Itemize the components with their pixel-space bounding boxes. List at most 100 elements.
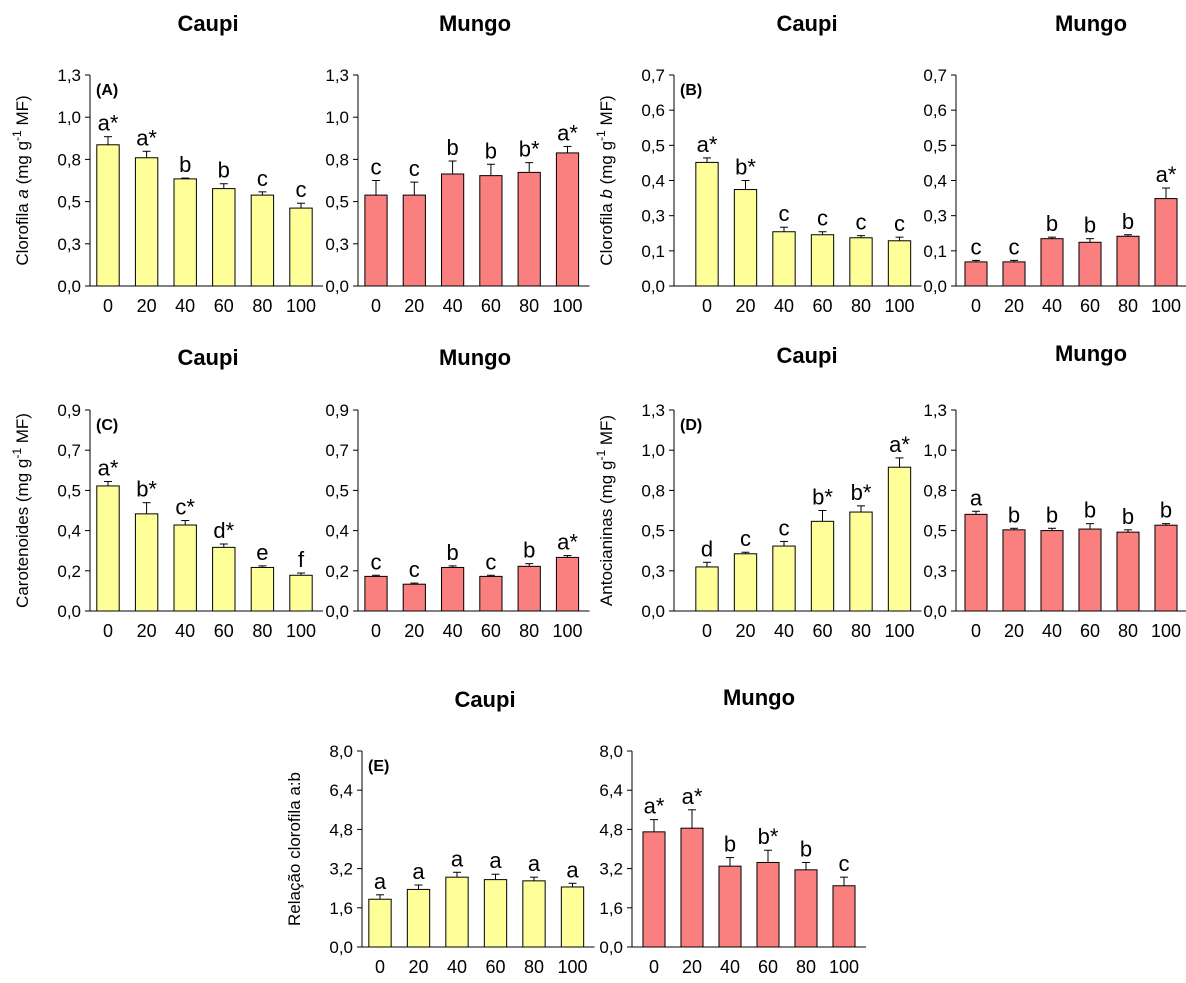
y-tick-label: 0,5 bbox=[325, 481, 349, 500]
y-tick-label: 0,1 bbox=[641, 242, 665, 261]
bar-letter: c bbox=[779, 515, 790, 540]
x-tick-label: 80 bbox=[252, 621, 272, 641]
bar-letter: b* bbox=[851, 480, 872, 505]
x-tick-label: 40 bbox=[447, 957, 467, 977]
bar bbox=[1116, 235, 1140, 287]
bar-letter: a* bbox=[1156, 162, 1177, 187]
panel-label: (B) bbox=[680, 82, 702, 99]
panel-5: Mungo 0,0 0,2 0,4 0,5 0,7 0,9 c 0 c 20 b 40 c 60 b 80 a* 1… bbox=[325, 345, 590, 641]
bar bbox=[483, 879, 508, 948]
y-tick-label: 0,5 bbox=[641, 136, 665, 155]
x-tick-label: 40 bbox=[443, 296, 463, 316]
bar-letter: c bbox=[1009, 234, 1020, 259]
x-tick-label: 100 bbox=[1151, 296, 1181, 316]
y-tick-label: 1,0 bbox=[325, 108, 349, 127]
bar bbox=[368, 898, 392, 948]
panel-label: (A) bbox=[96, 82, 118, 99]
x-tick-label: 80 bbox=[1118, 296, 1138, 316]
bar-letter: c bbox=[740, 526, 751, 551]
x-tick-label: 40 bbox=[774, 621, 794, 641]
bar bbox=[289, 574, 313, 612]
x-tick-label: 0 bbox=[371, 296, 381, 316]
panel-7: Mungo 0,0 0,3 0,5 0,8 1,0 1,3 a 0 b 20 b 40 b 60 b 80 b 10… bbox=[923, 341, 1186, 641]
bar-letter: a* bbox=[889, 432, 910, 457]
y-tick-label: 3,2 bbox=[329, 860, 353, 879]
x-tick-label: 0 bbox=[103, 621, 113, 641]
x-tick-label: 20 bbox=[1004, 621, 1024, 641]
panel-title: Caupi bbox=[776, 11, 837, 36]
panel-title: Caupi bbox=[454, 687, 515, 712]
x-tick-label: 20 bbox=[137, 621, 157, 641]
x-tick-label: 40 bbox=[1042, 296, 1062, 316]
y-tick-label: 1,0 bbox=[57, 108, 81, 127]
x-tick-label: 0 bbox=[702, 621, 712, 641]
y-tick-label: 0,6 bbox=[641, 101, 665, 120]
bar-letter: a* bbox=[557, 530, 578, 555]
x-tick-label: 60 bbox=[481, 621, 501, 641]
y-tick-label: 0,7 bbox=[923, 66, 947, 85]
y-tick-label: 3,2 bbox=[599, 860, 623, 879]
y-axis-label: Carotenoides (mg g-1 MF) bbox=[10, 413, 32, 608]
bar-letter: a bbox=[528, 851, 541, 876]
x-tick-label: 20 bbox=[735, 296, 755, 316]
panel-8: Caupi (E) 0,0 1,6 3,2 4,8 6,4 8,0 Relação clorof… bbox=[285, 687, 595, 977]
y-tick-label: 1,6 bbox=[329, 899, 353, 918]
bar bbox=[250, 194, 275, 287]
bar-letter: c bbox=[485, 549, 496, 574]
bar bbox=[96, 485, 120, 612]
x-tick-label: 20 bbox=[408, 957, 428, 977]
y-tick-label: 0,0 bbox=[57, 602, 81, 621]
bar-letter: c bbox=[409, 156, 420, 181]
x-tick-label: 40 bbox=[720, 957, 740, 977]
bar bbox=[134, 513, 159, 612]
bar bbox=[695, 161, 719, 287]
x-tick-label: 20 bbox=[404, 296, 424, 316]
x-tick-label: 100 bbox=[552, 621, 582, 641]
x-tick-label: 60 bbox=[485, 957, 505, 977]
panel-6: Caupi (D) 0,0 0,3 0,5 0,8 1,0 1,3 Antocianinas (… bbox=[594, 343, 922, 641]
bar-letter: f bbox=[298, 547, 305, 572]
bar bbox=[832, 885, 856, 948]
y-tick-label: 0,3 bbox=[923, 207, 947, 226]
bar bbox=[406, 888, 431, 948]
y-tick-label: 0,3 bbox=[641, 562, 665, 581]
bar bbox=[479, 575, 503, 612]
x-tick-label: 0 bbox=[649, 957, 659, 977]
bar bbox=[173, 178, 197, 287]
bar bbox=[1078, 528, 1102, 612]
bar-letter: b bbox=[446, 540, 458, 565]
bar-letter: b bbox=[179, 152, 191, 177]
bar bbox=[289, 207, 313, 287]
x-tick-label: 80 bbox=[796, 957, 816, 977]
bar-letter: a* bbox=[644, 794, 665, 819]
bar-letter: b bbox=[1122, 209, 1134, 234]
y-axis-label: Clorofila a (mg g-1 MF) bbox=[10, 95, 32, 265]
bar bbox=[364, 575, 388, 612]
x-tick-label: 80 bbox=[524, 957, 544, 977]
bar-letter: e bbox=[256, 540, 268, 565]
bar-letter: c bbox=[817, 206, 828, 231]
x-tick-label: 60 bbox=[812, 296, 832, 316]
x-tick-label: 60 bbox=[812, 621, 832, 641]
bar-letter: b bbox=[485, 138, 497, 163]
y-tick-label: 0,9 bbox=[325, 401, 349, 420]
y-tick-label: 1,3 bbox=[641, 401, 665, 420]
bar bbox=[402, 583, 426, 612]
bar-letter: c bbox=[779, 201, 790, 226]
x-tick-label: 0 bbox=[702, 296, 712, 316]
panel-title: Mungo bbox=[1055, 11, 1127, 36]
y-tick-label: 8,0 bbox=[329, 742, 353, 761]
y-tick-label: 0,2 bbox=[57, 562, 81, 581]
bar bbox=[794, 869, 818, 948]
bar bbox=[517, 171, 541, 287]
x-tick-label: 40 bbox=[774, 296, 794, 316]
y-tick-label: 0,4 bbox=[641, 172, 665, 191]
bar-letter: c bbox=[409, 557, 420, 582]
panel-1: Mungo 0,0 0,3 0,5 0,8 1,0 1,3 c 0 c 20 b 40 b 60 b* 80 a*… bbox=[325, 11, 590, 316]
bar bbox=[364, 194, 388, 287]
x-tick-label: 0 bbox=[375, 957, 385, 977]
panel-title: Caupi bbox=[776, 343, 837, 368]
y-axis-label: Antocianinas (mg g-1 MF) bbox=[594, 415, 616, 606]
bar-letter: b bbox=[724, 832, 736, 857]
x-tick-label: 20 bbox=[404, 621, 424, 641]
